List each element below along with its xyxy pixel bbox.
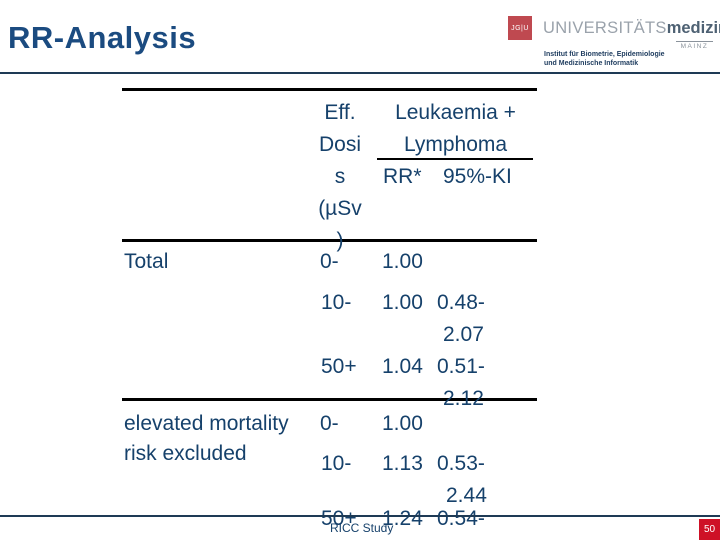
table-section-border [122,398,537,401]
rr-cell: 1.00 [382,250,423,273]
ki-cell: 0.53- [437,452,485,475]
brand-light-text: UNIVERSITÄTS [543,19,667,37]
brand-city: MAINZ [676,41,713,50]
page-number: 50 [703,524,716,535]
table-top-border [122,88,537,91]
page-title: RR-Analysis [8,20,197,55]
ki-cell-wrap: 2.44 [446,484,487,507]
dose-cell: 10- [321,291,352,314]
dose-cell: 10- [321,452,352,475]
rr-cell: 1.13 [382,452,423,475]
ki-cell: 0.51- [437,355,485,378]
group-header-underline [377,158,533,160]
ki-cell: 0.54- [437,507,485,530]
jgu-logo-icon: JG|U [508,16,532,40]
institute-line2: und Medizinische Informatik [544,59,639,67]
col-header-dose: Eff. Dosi s (µSv ) [318,101,362,252]
rr-cell: 1.24 [382,507,423,530]
dose-cell: 0- [320,412,339,435]
dose-cell: 50+ [321,507,357,530]
rr-cell: 1.00 [382,412,423,435]
section-label: elevated mortality [124,412,289,435]
footer-note: RICC Study [330,521,394,535]
footer-rule [0,515,720,517]
rr-cell: 1.04 [382,355,423,378]
header-rule [0,72,720,74]
col-header-rr: RR* [383,165,422,188]
page-number-badge: 50 [699,519,720,540]
ki-cell-wrap: 2.07 [443,323,484,346]
table-header-border [122,239,537,242]
institute-name: Institut für Biometrie, Epidemiologie un… [544,51,665,68]
ki-cell-wrap: 2.12 [443,387,484,410]
dose-cell: 0- [320,250,339,273]
rr-cell: 1.00 [382,291,423,314]
group-header: Leukaemia + Lymphoma [395,101,516,156]
institute-line1: Institut für Biometrie, Epidemiologie [544,51,665,58]
ki-cell: 0.48- [437,291,485,314]
section-label: Total [124,250,169,273]
dose-cell: 50+ [321,355,357,378]
brand-bold-text: medizin. [666,19,720,37]
section-label: risk excluded [124,442,247,465]
col-header-ki: 95%-KI [443,165,512,188]
brand-text: UNIVERSITÄTSmedizin. [543,19,720,38]
